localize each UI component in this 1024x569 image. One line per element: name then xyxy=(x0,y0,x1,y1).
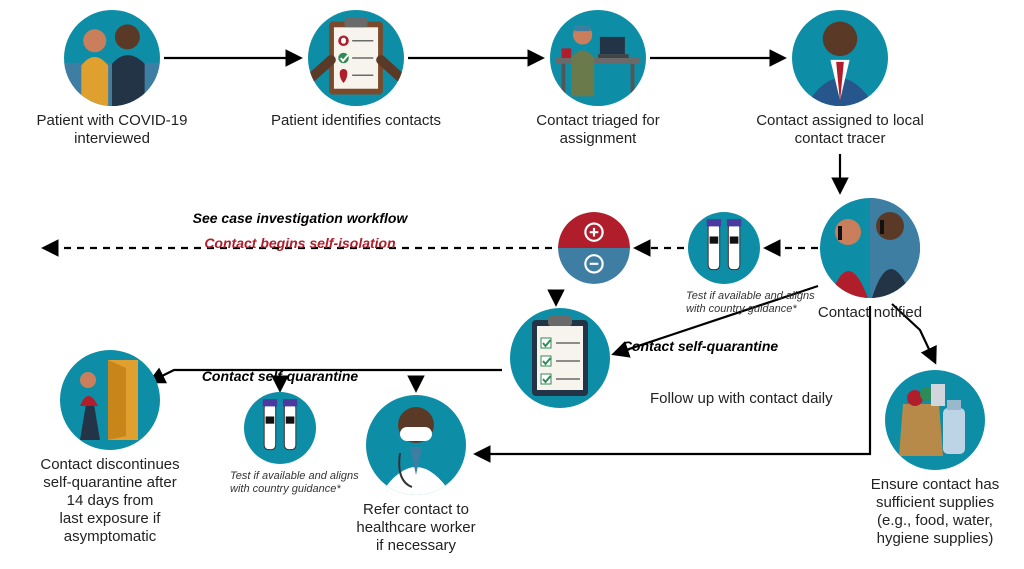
caption-followup: Follow up with contact daily xyxy=(650,390,870,408)
edge-label-sq1: Contact self-quarantine xyxy=(590,338,810,354)
node-identify xyxy=(308,10,404,106)
caption-refer: Refer contact tohealthcare workerif nece… xyxy=(331,501,501,555)
caption-identify: Patient identifies contacts xyxy=(266,112,446,130)
edge-label-isolation: Contact begins self-isolation xyxy=(140,235,460,251)
caption-interview: Patient with COVID-19interviewed xyxy=(27,112,197,148)
node-test2 xyxy=(244,392,316,464)
caption-assigned: Contact assigned to localcontact tracer xyxy=(740,112,940,148)
node-followup xyxy=(510,308,610,408)
node-result xyxy=(558,212,630,284)
caption-discontinue: Contact discontinuesself-quarantine afte… xyxy=(20,456,200,546)
node-supplies xyxy=(885,370,985,470)
node-test1 xyxy=(688,212,760,284)
node-discontinue xyxy=(60,350,160,450)
node-interview xyxy=(64,10,160,106)
edge-label-sq2: Contact self-quarantine xyxy=(170,368,390,384)
caption-triage: Contact triaged forassignment xyxy=(513,112,683,148)
node-triage xyxy=(550,10,646,106)
caption-supplies: Ensure contact hassufficient supplies(e.… xyxy=(850,476,1020,548)
note-test1: Test if available and alignswith country… xyxy=(686,290,836,315)
node-refer xyxy=(366,395,466,495)
node-assigned xyxy=(792,10,888,106)
node-notified xyxy=(820,198,920,298)
edge-label-workflow: See case investigation workflow xyxy=(140,210,460,226)
note-test2: Test if available and alignswith country… xyxy=(230,470,380,495)
